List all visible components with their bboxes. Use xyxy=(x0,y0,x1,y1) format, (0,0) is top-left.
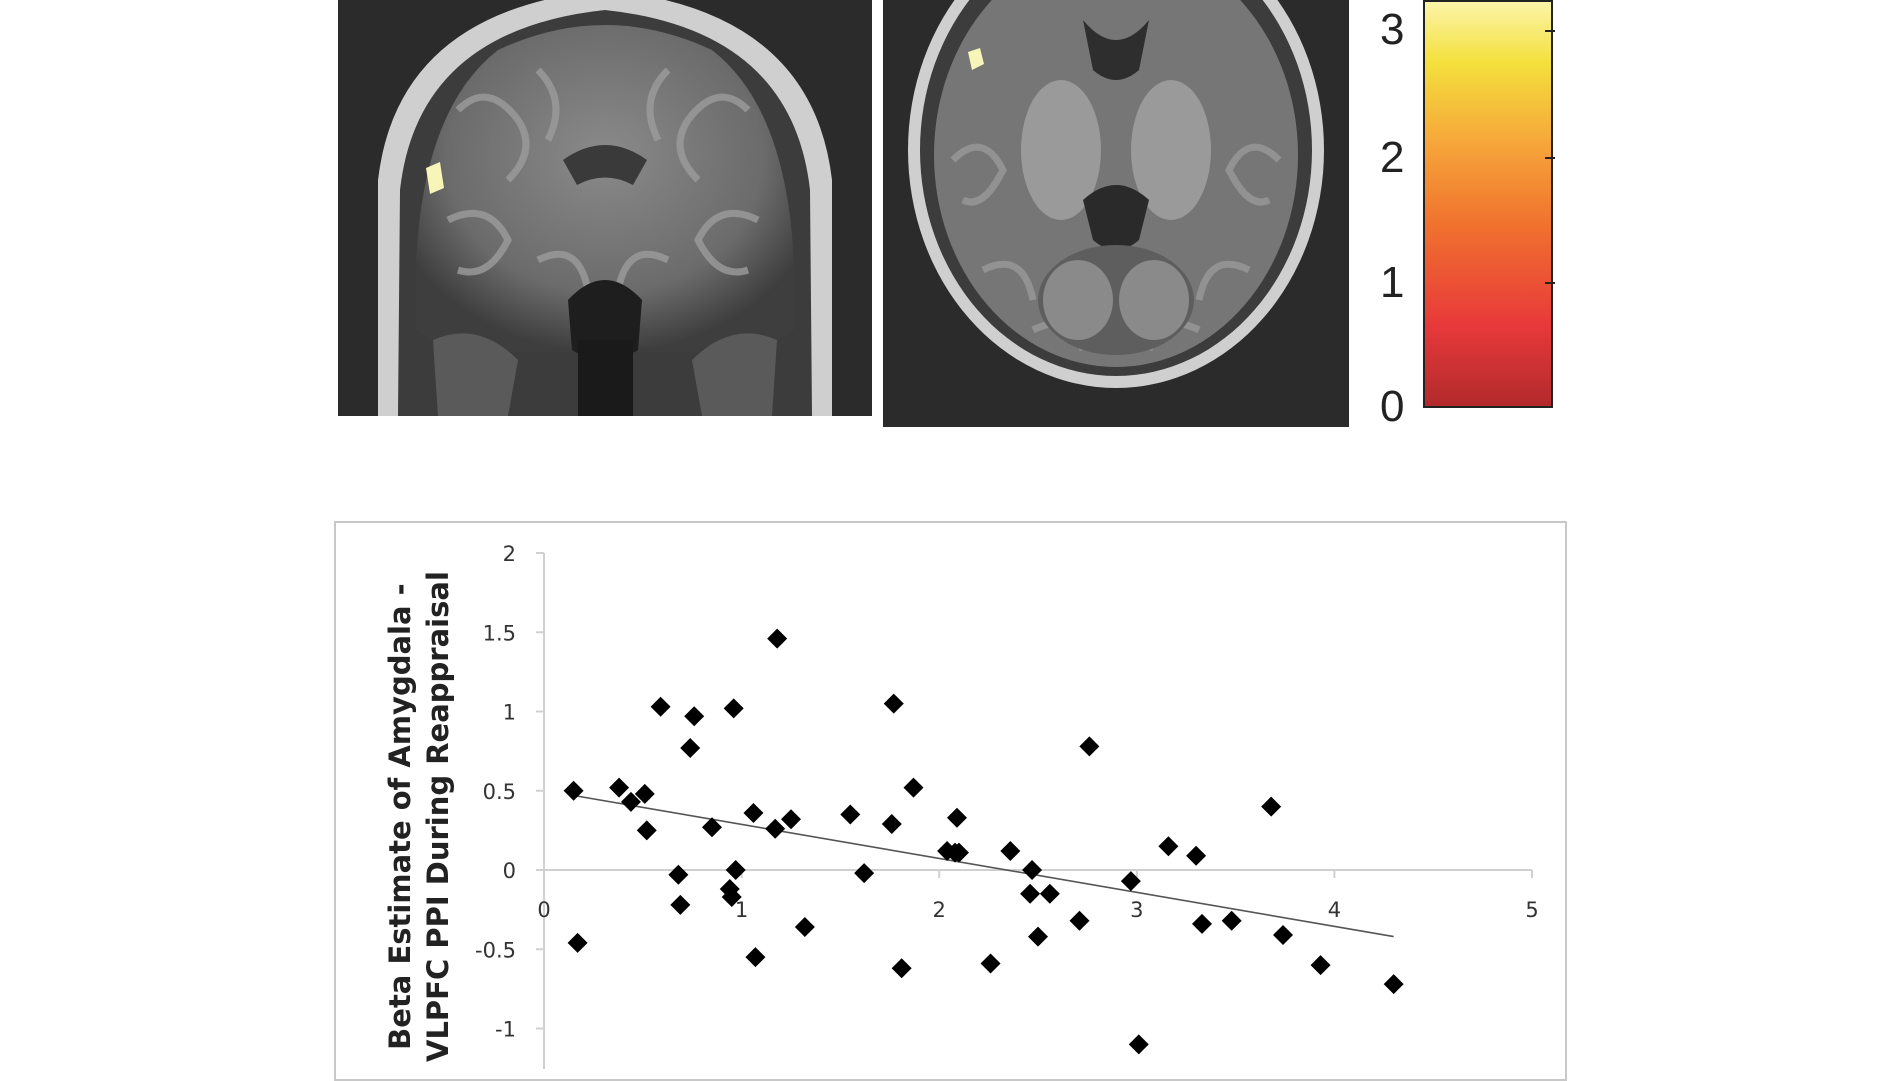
y-axis-label-line: Beta Estimate of Amygdala - xyxy=(383,583,417,1050)
colorbar-minor-tick xyxy=(1545,157,1555,159)
coronal-brain-image xyxy=(338,0,872,416)
y-axis-label-line: VLPFC PPI During Reappraisal xyxy=(421,571,455,1062)
axial-brain-image xyxy=(883,0,1349,427)
colorbar-tick-label: 2 xyxy=(1380,133,1405,182)
y-axis-label: Beta Estimate of Amygdala - VLPFC PPI Du… xyxy=(381,571,457,1062)
scatter-plot-frame xyxy=(334,521,1567,1081)
colorbar-minor-tick xyxy=(1545,30,1555,32)
colorbar-tick-label: 0 xyxy=(1380,382,1405,431)
colorbar-tick-label: 1 xyxy=(1380,258,1405,307)
axial-brain-slice xyxy=(883,0,1349,427)
colorbar-gradient xyxy=(1425,2,1551,406)
colorbar xyxy=(1423,0,1553,408)
colorbar-minor-tick xyxy=(1545,282,1555,284)
colorbar-tick-label: 3 xyxy=(1380,5,1405,54)
coronal-brain-slice xyxy=(338,0,872,416)
